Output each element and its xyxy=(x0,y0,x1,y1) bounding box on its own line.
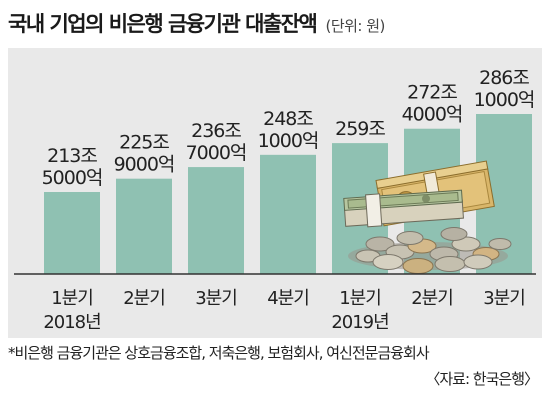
source-label: 〈자료: 한국은행〉 xyxy=(425,370,539,388)
data-label-3-sub: 7000억 xyxy=(186,142,247,164)
bar-4 xyxy=(260,154,316,274)
data-label-6-sub: 4000억 xyxy=(402,104,463,126)
unit-label: (단위: 원) xyxy=(325,17,385,35)
bar-2 xyxy=(116,178,172,274)
data-label-6: 272조 xyxy=(407,82,457,104)
data-label-2-sub: 9000억 xyxy=(114,154,175,176)
tick-label-3: 3분기 xyxy=(195,288,237,309)
data-label-4: 248조 xyxy=(263,108,313,130)
tick-label-6: 2분기 xyxy=(411,288,453,309)
tick-label-5: 1분기 xyxy=(339,288,381,309)
tick-year-1: 2018년 xyxy=(43,312,100,333)
tick-label-1: 1분기 xyxy=(51,288,93,309)
data-label-3: 236조 xyxy=(191,120,241,142)
data-label-5: 259조 xyxy=(335,118,385,140)
chart-panel: 213조 5000억 1분기 2018년 225조 9000억 2분기 236조 7000억 3분… xyxy=(8,48,542,338)
bar-3 xyxy=(188,167,244,274)
tick-label-2: 2분기 xyxy=(123,288,165,309)
data-label-7-sub: 1000억 xyxy=(474,89,535,111)
data-label-4-sub: 1000억 xyxy=(258,130,319,152)
tick-year-5: 2019년 xyxy=(331,312,388,333)
footnote: *비은행 금융기관은 상호금융조합, 저축은행, 보험회사, 여신전문금융회사 xyxy=(8,344,430,362)
tick-label-7: 3분기 xyxy=(483,288,525,309)
data-label-1-sub: 5000억 xyxy=(42,167,103,189)
chart-header: 국내 기업의 비은행 금융기관 대출잔액 (단위: 원) xyxy=(8,8,385,38)
data-label-1: 213조 xyxy=(47,145,97,167)
chart-title: 국내 기업의 비은행 금융기관 대출잔액 xyxy=(8,12,318,36)
tick-label-4: 4분기 xyxy=(267,288,309,309)
money-bills-and-coins-icon xyxy=(343,160,512,274)
data-label-2: 225조 xyxy=(119,132,169,154)
data-label-7: 286조 xyxy=(479,67,529,89)
bar-1 xyxy=(44,192,100,274)
